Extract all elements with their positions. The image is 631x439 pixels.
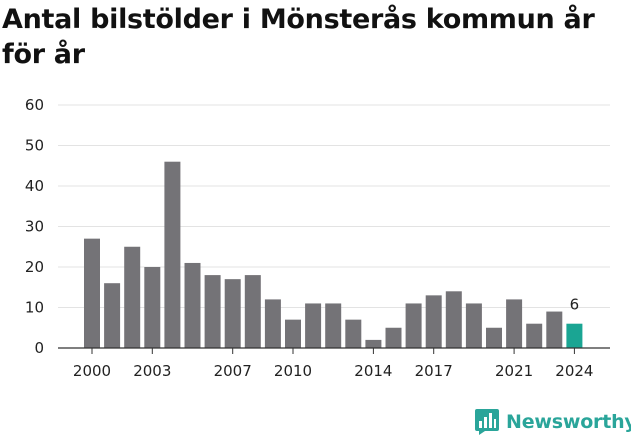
bar-2002 <box>124 246 141 348</box>
chart-title: Antal bilstölder i Mönsterås kommun år f… <box>2 4 595 70</box>
bar-2000 <box>84 238 100 348</box>
x-tick-label-2007: 2007 <box>214 362 252 380</box>
bar-2011 <box>305 303 322 348</box>
bar-2018 <box>445 291 462 348</box>
bar-2009 <box>264 299 281 348</box>
y-tick-label-60: 60 <box>25 96 44 114</box>
bar-2010 <box>285 319 301 348</box>
bar-2012 <box>325 303 342 348</box>
y-tick-label-30: 30 <box>25 218 44 236</box>
bar-2005 <box>184 262 201 348</box>
x-tick-label-2010: 2010 <box>274 362 312 380</box>
highlight-value-label: 6 <box>570 296 580 314</box>
bar-2003 <box>144 267 161 348</box>
bar-2021 <box>506 299 523 348</box>
x-tick-label-2024: 2024 <box>555 362 593 380</box>
bar-2007 <box>224 279 241 348</box>
bar-2019 <box>465 303 482 348</box>
bar-2016 <box>405 303 422 348</box>
x-tick-label-2003: 2003 <box>133 362 171 380</box>
y-tick-label-50: 50 <box>25 137 44 155</box>
bar-2013 <box>345 319 362 348</box>
bar-2014 <box>365 339 382 348</box>
bar-2024 <box>566 323 583 348</box>
gridlines <box>58 104 610 308</box>
newsworthy-logo: Newsworthy <box>474 405 631 439</box>
x-tick-label-2014: 2014 <box>354 362 392 380</box>
y-tick-label-40: 40 <box>25 177 44 195</box>
bar-2022 <box>526 323 543 348</box>
x-tick-label-2000: 2000 <box>73 362 111 380</box>
y-tick-label-20: 20 <box>25 258 44 276</box>
y-axis-ticks: 0 10 20 30 40 50 60 <box>25 96 44 357</box>
newsworthy-logo-icon <box>475 409 499 435</box>
bar-2008 <box>244 275 261 348</box>
bar-2015 <box>385 327 402 348</box>
bar-2004 <box>164 161 181 348</box>
brand-name: Newsworthy <box>506 411 631 433</box>
bar-2006 <box>204 275 221 348</box>
y-tick-label-10: 10 <box>25 299 44 317</box>
x-axis-ticks: 2000 2003 2007 2010 2014 2017 2021 2024 <box>73 348 593 380</box>
x-tick-label-2017: 2017 <box>415 362 453 380</box>
x-tick-label-2021: 2021 <box>495 362 533 380</box>
bar-2023 <box>546 311 563 348</box>
bar-2020 <box>486 327 502 348</box>
bar-2017 <box>425 295 442 348</box>
bar-2001 <box>104 283 121 348</box>
y-tick-label-0: 0 <box>34 339 44 357</box>
bars <box>84 161 583 348</box>
